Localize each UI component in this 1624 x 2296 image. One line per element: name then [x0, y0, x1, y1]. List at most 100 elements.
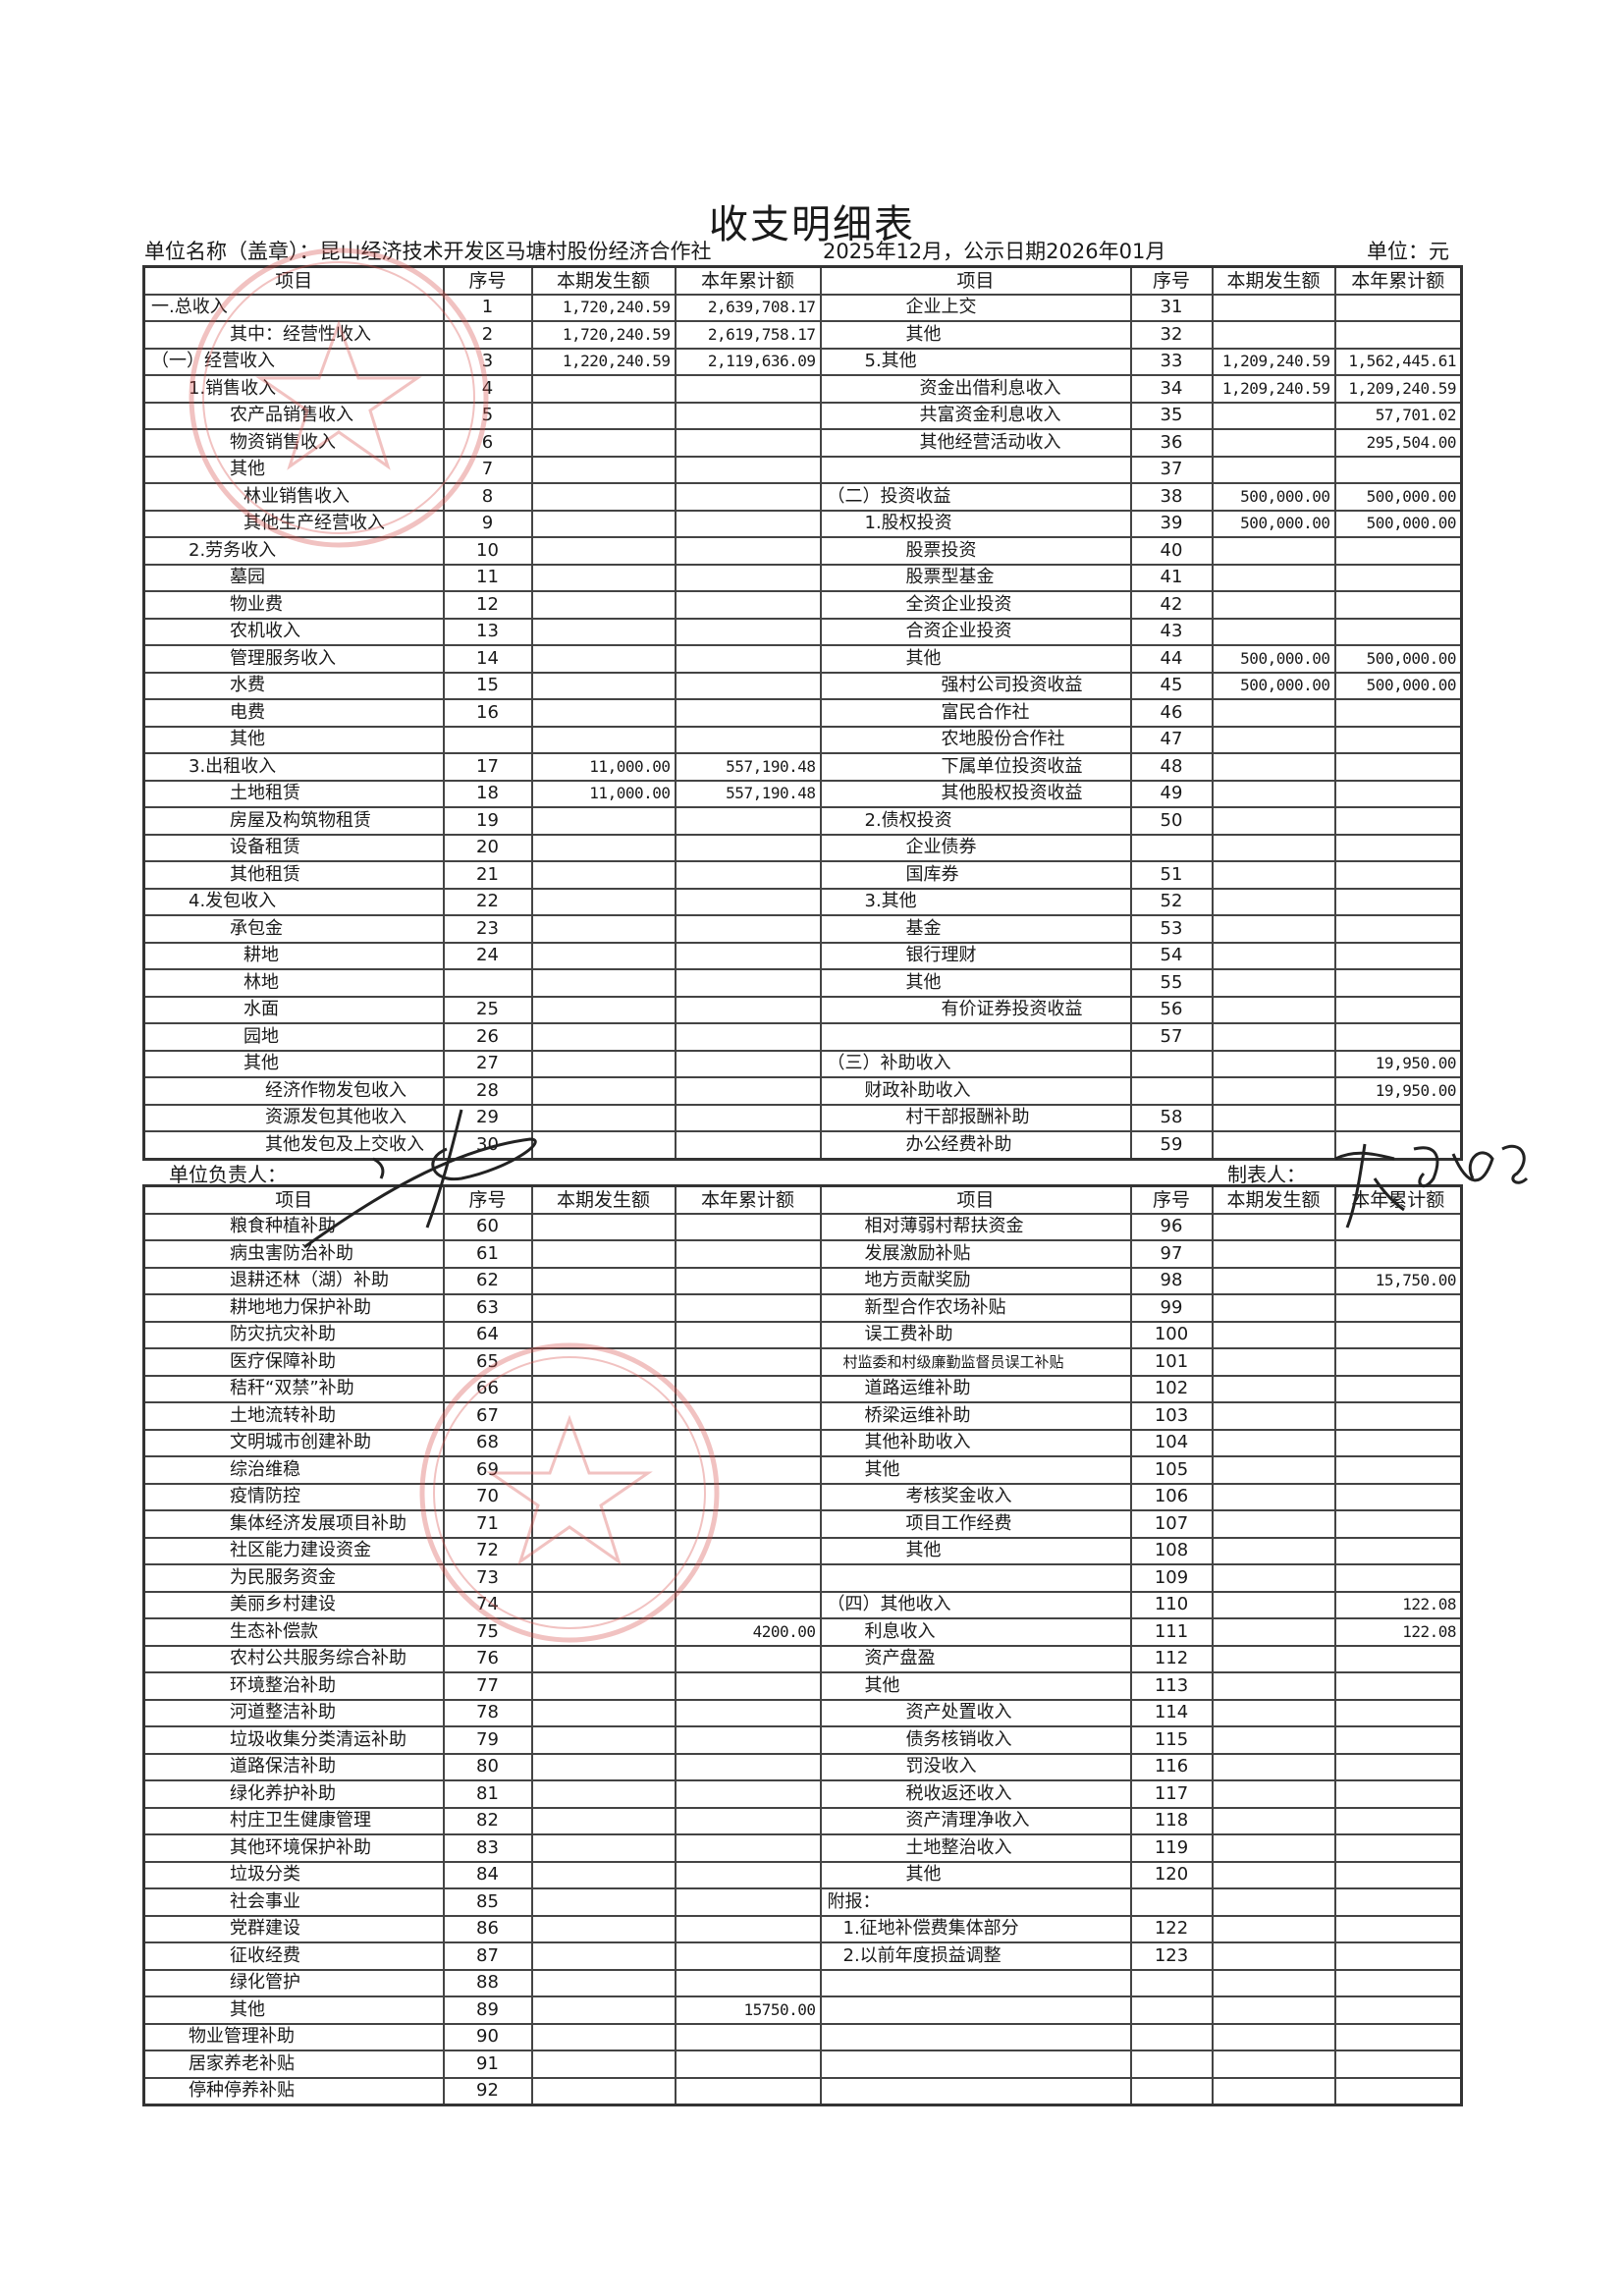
- left-year-to-date-amount: [674, 1536, 822, 1565]
- right-item-name: [819, 1968, 1132, 1997]
- left-item-name: 道路保洁补助: [142, 1752, 445, 1781]
- right-sequence-number: 34: [1129, 374, 1214, 404]
- leader-signature-label: 单位负责人：: [169, 1163, 287, 1186]
- right-sequence-number: 110: [1129, 1590, 1214, 1619]
- left-year-to-date-amount: [674, 1374, 822, 1403]
- table-row: 农产品销售收入 5 共富资金利息收入 35 57,701.02: [142, 401, 1463, 430]
- right-current-period-amount: [1211, 1617, 1336, 1647]
- left-item-name: 耕地地力保护补助: [142, 1293, 445, 1323]
- left-item-name: 河道整洁补助: [142, 1698, 445, 1727]
- right-item-name: 地方贡献奖励: [819, 1266, 1132, 1295]
- left-current-period-amount: [530, 1428, 677, 1457]
- right-item-name: 土地整治收入: [819, 1833, 1132, 1863]
- table-row: 综治维稳 69 其他 105: [142, 1455, 1463, 1485]
- right-year-to-date-amount: [1333, 455, 1463, 484]
- right-sequence-number: 116: [1129, 1752, 1214, 1781]
- right-year-to-date-amount: [1333, 1374, 1463, 1403]
- right-sequence-number: 59: [1129, 1130, 1214, 1160]
- table-row: 水面 25 有价证券投资收益 56: [142, 995, 1463, 1024]
- right-year-to-date-amount: [1333, 1320, 1463, 1349]
- right-item-name: [819, 455, 1132, 484]
- right-current-period-amount: [1211, 536, 1336, 566]
- column-header: 序号: [442, 1184, 533, 1215]
- right-year-to-date-amount: [1333, 1941, 1463, 1971]
- right-sequence-number: 106: [1129, 1482, 1214, 1511]
- left-year-to-date-amount: [674, 1914, 822, 1943]
- left-item-name: （一）经营收入: [142, 347, 445, 376]
- right-current-period-amount: [1211, 1428, 1336, 1457]
- right-sequence-number: 51: [1129, 860, 1214, 890]
- table-row: 2.劳务收入 10 股票投资 40: [142, 536, 1463, 566]
- right-year-to-date-amount: [1333, 1887, 1463, 1917]
- right-year-to-date-amount: [1333, 833, 1463, 862]
- right-item-name: 桥梁运维补助: [819, 1401, 1132, 1431]
- right-current-period-amount: [1211, 1644, 1336, 1673]
- right-year-to-date-amount: [1333, 752, 1463, 782]
- right-item-name: 道路运维补助: [819, 1374, 1132, 1403]
- right-year-to-date-amount: [1333, 1536, 1463, 1565]
- right-sequence-number: 99: [1129, 1293, 1214, 1323]
- left-current-period-amount: [530, 914, 677, 944]
- right-item-name: 股票投资: [819, 536, 1132, 566]
- right-year-to-date-amount: [1333, 2050, 1463, 2079]
- left-year-to-date-amount: [674, 1833, 822, 1863]
- right-sequence-number: 117: [1129, 1779, 1214, 1809]
- right-year-to-date-amount: 500,000.00: [1333, 644, 1463, 674]
- left-year-to-date-amount: [674, 401, 822, 430]
- column-header: 项目: [819, 265, 1132, 296]
- left-sequence-number: 88: [442, 1968, 533, 1997]
- right-current-period-amount: [1211, 428, 1336, 458]
- table-row: 承包金 23 基金 53: [142, 914, 1463, 944]
- left-current-period-amount: [530, 1995, 677, 2025]
- left-sequence-number: 65: [442, 1347, 533, 1377]
- left-current-period-amount: [530, 1698, 677, 1727]
- right-year-to-date-amount: [1333, 806, 1463, 836]
- left-sequence-number: 19: [442, 806, 533, 836]
- left-item-name: 党群建设: [142, 1914, 445, 1943]
- column-header: 本年累计额: [674, 265, 822, 296]
- left-current-period-amount: [530, 644, 677, 674]
- right-item-name: 3.其他: [819, 887, 1132, 916]
- left-current-period-amount: [530, 590, 677, 620]
- left-current-period-amount: 11,000.00: [530, 779, 677, 808]
- right-current-period-amount: [1211, 779, 1336, 808]
- column-header: 项目: [142, 265, 445, 296]
- left-current-period-amount: [530, 968, 677, 998]
- left-sequence-number: 86: [442, 1914, 533, 1943]
- left-sequence-number: 10: [442, 536, 533, 566]
- right-current-period-amount: [1211, 914, 1336, 944]
- left-item-name: 耕地: [142, 941, 445, 970]
- left-sequence-number: 20: [442, 833, 533, 862]
- right-item-name: [819, 1995, 1132, 2025]
- right-year-to-date-amount: 1,209,240.59: [1333, 374, 1463, 404]
- right-item-name: 其他: [819, 1860, 1132, 1889]
- right-item-name: 农地股份合作社: [819, 725, 1132, 754]
- left-current-period-amount: [530, 1887, 677, 1917]
- right-sequence-number: 103: [1129, 1401, 1214, 1431]
- left-item-name: 其他: [142, 1049, 445, 1078]
- table-row: 粮食种植补助 60 相对薄弱村帮扶资金 96: [142, 1212, 1463, 1241]
- left-sequence-number: 74: [442, 1590, 533, 1619]
- left-current-period-amount: 11,000.00: [530, 752, 677, 782]
- right-item-name: 其他: [819, 1455, 1132, 1485]
- table-row: 集体经济发展项目补助 71 项目工作经费 107: [142, 1509, 1463, 1539]
- left-item-name: 物资销售收入: [142, 428, 445, 458]
- right-sequence-number: 57: [1129, 1022, 1214, 1052]
- left-year-to-date-amount: [674, 698, 822, 728]
- left-year-to-date-amount: [674, 2022, 822, 2051]
- right-sequence-number: 118: [1129, 1806, 1214, 1835]
- table-row: 党群建设 86 1.征地补偿费集体部分 122: [142, 1914, 1463, 1943]
- table-row: 秸秆“双禁”补助 66 道路运维补助 102: [142, 1374, 1463, 1403]
- left-sequence-number: 67: [442, 1401, 533, 1431]
- right-year-to-date-amount: 500,000.00: [1333, 482, 1463, 512]
- left-year-to-date-amount: [674, 1968, 822, 1997]
- left-year-to-date-amount: [674, 1076, 822, 1106]
- left-year-to-date-amount: [674, 1428, 822, 1457]
- left-current-period-amount: [530, 1968, 677, 1997]
- right-current-period-amount: [1211, 1698, 1336, 1727]
- left-item-name: 水面: [142, 995, 445, 1024]
- left-year-to-date-amount: [674, 1482, 822, 1511]
- left-current-period-amount: [530, 671, 677, 700]
- left-item-name: 农机收入: [142, 617, 445, 646]
- left-current-period-amount: [530, 2050, 677, 2079]
